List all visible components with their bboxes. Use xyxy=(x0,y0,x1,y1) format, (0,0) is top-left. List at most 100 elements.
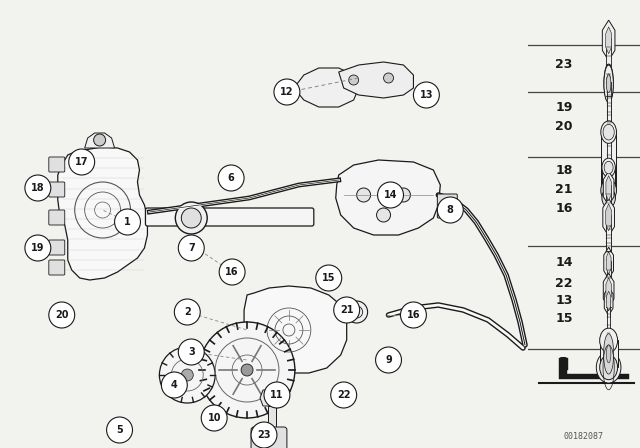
Ellipse shape xyxy=(600,355,618,380)
Text: 22: 22 xyxy=(555,276,573,290)
Circle shape xyxy=(397,188,410,202)
Circle shape xyxy=(607,345,611,363)
Ellipse shape xyxy=(602,158,616,177)
Circle shape xyxy=(115,209,140,235)
Circle shape xyxy=(356,188,371,202)
Text: 23: 23 xyxy=(555,58,573,72)
Text: 19: 19 xyxy=(31,243,45,253)
Text: 20: 20 xyxy=(55,310,68,320)
Text: 15: 15 xyxy=(555,311,573,325)
Polygon shape xyxy=(294,68,358,107)
Text: 16: 16 xyxy=(555,202,573,215)
Circle shape xyxy=(25,175,51,201)
Circle shape xyxy=(107,417,132,443)
FancyBboxPatch shape xyxy=(49,182,65,197)
Circle shape xyxy=(218,165,244,191)
Circle shape xyxy=(333,297,360,323)
FancyBboxPatch shape xyxy=(49,157,65,172)
Text: 7: 7 xyxy=(188,243,195,253)
Polygon shape xyxy=(603,198,614,236)
Polygon shape xyxy=(606,176,611,201)
Text: 21: 21 xyxy=(555,182,573,196)
Ellipse shape xyxy=(600,328,618,353)
Text: 5: 5 xyxy=(559,356,568,370)
Bar xyxy=(600,340,618,367)
Circle shape xyxy=(376,347,401,373)
Bar xyxy=(606,215,611,307)
Text: 12: 12 xyxy=(280,87,294,97)
Bar xyxy=(602,167,616,198)
Circle shape xyxy=(346,301,367,323)
Circle shape xyxy=(376,208,390,222)
Polygon shape xyxy=(605,204,612,231)
Circle shape xyxy=(349,75,358,85)
Polygon shape xyxy=(602,20,615,60)
Text: 13: 13 xyxy=(420,90,433,100)
Bar xyxy=(607,289,611,317)
Bar xyxy=(607,82,611,185)
Text: 13: 13 xyxy=(555,293,573,307)
Ellipse shape xyxy=(601,179,616,202)
Circle shape xyxy=(181,369,193,381)
Polygon shape xyxy=(260,390,282,406)
Circle shape xyxy=(25,235,51,261)
Circle shape xyxy=(175,202,207,234)
Text: 14: 14 xyxy=(384,190,397,200)
Circle shape xyxy=(199,322,295,418)
FancyBboxPatch shape xyxy=(49,240,65,255)
Polygon shape xyxy=(606,252,611,274)
Bar xyxy=(607,299,611,336)
Text: 21: 21 xyxy=(340,305,353,315)
Circle shape xyxy=(181,208,201,228)
FancyBboxPatch shape xyxy=(251,427,287,448)
Text: 3: 3 xyxy=(188,347,195,357)
Text: 19: 19 xyxy=(555,101,573,114)
Polygon shape xyxy=(84,133,115,148)
Circle shape xyxy=(93,134,106,146)
Bar xyxy=(601,131,616,190)
Circle shape xyxy=(607,75,611,93)
Circle shape xyxy=(604,334,614,374)
Circle shape xyxy=(251,422,277,448)
Circle shape xyxy=(378,182,403,208)
Circle shape xyxy=(201,405,227,431)
Bar xyxy=(268,406,276,434)
Circle shape xyxy=(159,347,215,403)
Circle shape xyxy=(437,197,463,223)
Circle shape xyxy=(179,339,204,365)
Text: 1: 1 xyxy=(124,217,131,227)
Text: 16: 16 xyxy=(225,267,239,277)
Text: 18: 18 xyxy=(555,164,573,177)
Text: 15: 15 xyxy=(322,273,335,283)
Ellipse shape xyxy=(602,189,616,207)
Text: 8: 8 xyxy=(447,205,454,215)
Text: 22: 22 xyxy=(337,390,351,400)
Circle shape xyxy=(174,299,200,325)
FancyBboxPatch shape xyxy=(437,194,457,218)
Polygon shape xyxy=(604,171,614,205)
Circle shape xyxy=(604,64,613,102)
Polygon shape xyxy=(604,287,613,315)
Circle shape xyxy=(161,372,188,398)
Circle shape xyxy=(401,302,426,328)
Circle shape xyxy=(383,73,394,83)
Circle shape xyxy=(264,382,290,408)
Circle shape xyxy=(604,65,613,103)
Ellipse shape xyxy=(601,121,616,143)
Text: 00182087: 00182087 xyxy=(564,432,604,441)
Ellipse shape xyxy=(596,352,621,383)
Circle shape xyxy=(68,149,95,175)
Text: 16: 16 xyxy=(406,310,420,320)
Text: 9: 9 xyxy=(385,355,392,365)
Text: 10: 10 xyxy=(207,413,221,423)
Text: 6: 6 xyxy=(228,173,234,183)
Polygon shape xyxy=(244,286,347,373)
Text: 23: 23 xyxy=(257,430,271,440)
Polygon shape xyxy=(559,358,568,370)
Text: 14: 14 xyxy=(555,255,573,269)
Polygon shape xyxy=(339,62,413,98)
Circle shape xyxy=(241,364,253,376)
Bar xyxy=(607,83,611,128)
Circle shape xyxy=(413,82,439,108)
Bar xyxy=(607,261,611,306)
